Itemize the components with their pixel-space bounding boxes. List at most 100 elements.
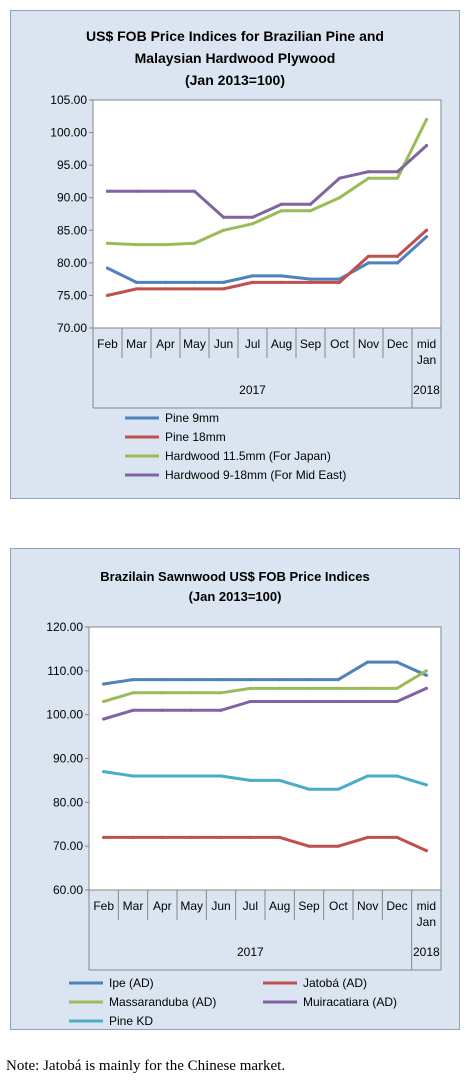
series-point — [134, 189, 139, 193]
series-point — [336, 844, 340, 848]
series-point — [131, 691, 135, 695]
y-tick-label: 85.00 — [57, 223, 87, 237]
series-point — [219, 774, 223, 778]
series-point — [163, 189, 168, 193]
x-category-label: Aug — [271, 337, 292, 351]
footnote: Note: Jatobá is mainly for the Chinese m… — [6, 1058, 286, 1074]
series-line — [106, 118, 428, 247]
plywood-price-chart-panel: US$ FOB Price Indices for Brazilian Pine… — [10, 10, 460, 499]
series-point — [163, 280, 168, 284]
series-point — [307, 844, 311, 848]
x-category-label: Nov — [357, 899, 378, 913]
series-line — [102, 835, 428, 853]
legend-label: Muiracatiara (AD) — [303, 995, 397, 1009]
series-point — [336, 699, 340, 704]
series-point — [366, 686, 370, 690]
series-point — [395, 176, 400, 180]
y-tick-label: 105.00 — [50, 93, 87, 107]
series-point — [366, 261, 371, 265]
series-point — [102, 682, 106, 686]
series-line — [102, 686, 428, 721]
x-category-label: Jul — [245, 337, 260, 351]
series-point — [366, 774, 370, 778]
series-point — [221, 287, 226, 291]
series-point — [395, 686, 399, 690]
legend-label: Hardwood 9-18mm (For Mid East) — [165, 468, 346, 482]
x-category-label: Oct — [329, 899, 348, 913]
series-point — [278, 678, 282, 682]
series-point — [219, 691, 223, 695]
x-year-label: 2018 — [413, 945, 440, 959]
series-point — [424, 783, 428, 787]
series-point — [279, 280, 284, 284]
x-category-label: Apr — [156, 337, 175, 351]
series-point — [190, 774, 194, 778]
series-point — [160, 678, 164, 682]
legend-label: Hardwood 11.5mm (For Japan) — [165, 449, 331, 463]
series-line — [102, 660, 428, 686]
series-point — [336, 678, 340, 682]
series-point — [278, 835, 282, 839]
series-point — [190, 691, 194, 695]
y-tick-label: 90.00 — [57, 191, 87, 205]
series-point — [105, 189, 110, 193]
legend-label: Massaranduba (AD) — [109, 995, 216, 1009]
series-point — [395, 254, 400, 258]
series-point — [250, 274, 255, 278]
series-point — [248, 778, 252, 783]
series-point — [102, 770, 106, 774]
series-point — [102, 835, 106, 839]
x-category-label: Mar — [126, 337, 147, 351]
y-tick-label: 100.00 — [46, 708, 83, 722]
series-point — [163, 243, 168, 247]
y-tick-label: 80.00 — [57, 256, 87, 270]
series-point — [424, 669, 428, 673]
x-category-label: Feb — [93, 899, 114, 913]
series-point — [308, 277, 313, 281]
x-category-label: Mar — [123, 899, 144, 913]
x-category-label: Dec — [386, 899, 407, 913]
series-point — [192, 189, 197, 193]
series-point — [336, 686, 340, 690]
series-line — [106, 228, 428, 297]
x-year-label: 2017 — [239, 383, 266, 397]
series-point — [366, 835, 370, 839]
series-point — [308, 280, 313, 284]
series-point — [131, 678, 135, 682]
y-tick-label: 60.00 — [53, 883, 83, 897]
series-point — [424, 673, 428, 677]
series-point — [192, 280, 197, 284]
series-point — [278, 686, 282, 690]
series-point — [192, 287, 197, 291]
series-point — [424, 117, 429, 122]
series-point — [105, 293, 110, 298]
series-line — [102, 669, 428, 703]
series-point — [279, 209, 284, 213]
series-point — [221, 280, 226, 284]
series-point — [219, 708, 223, 712]
series-point — [190, 708, 194, 712]
plot-area — [92, 99, 442, 329]
x-category-label: mid Jan — [417, 899, 436, 929]
x-category-label: Feb — [97, 337, 118, 351]
chart-title-line: (Jan 2013=100) — [189, 589, 282, 604]
series-point — [190, 835, 194, 839]
y-tick-label: 70.00 — [53, 839, 83, 853]
series-point — [221, 215, 226, 219]
series-point — [337, 196, 342, 200]
series-point — [395, 261, 400, 265]
series-point — [336, 787, 340, 791]
series-point — [395, 660, 399, 664]
series-point — [307, 686, 311, 690]
series-point — [131, 774, 135, 778]
x-category-label: Nov — [358, 337, 379, 351]
chart-title-line: Malaysian Hardwood Plywood — [135, 50, 336, 66]
y-tick-label: 75.00 — [57, 288, 87, 302]
legend-label: Pine 18mm — [165, 430, 226, 444]
series-point — [278, 778, 282, 783]
x-category-label: May — [183, 337, 206, 351]
y-tick-label: 95.00 — [57, 158, 87, 172]
series-point — [102, 717, 106, 721]
series-point — [307, 678, 311, 682]
series-point — [248, 686, 252, 690]
